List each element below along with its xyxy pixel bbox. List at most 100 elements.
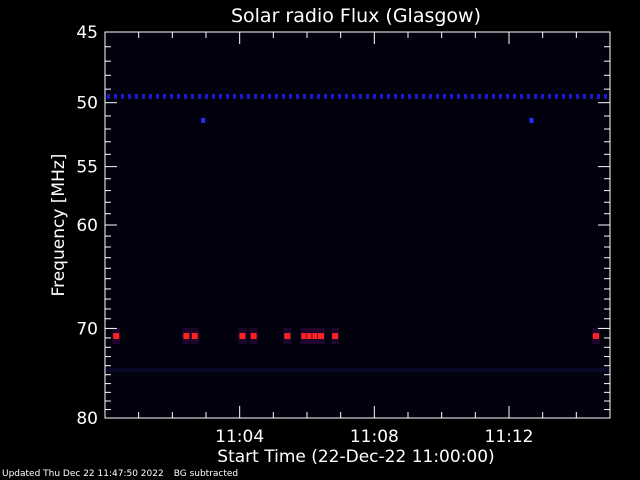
dash-segment [597,93,600,99]
dash-segment [226,93,229,99]
chart-title: Solar radio Flux (Glasgow) [231,5,481,27]
spectrogram-features [105,93,610,373]
x-axis: 11:04 11:08 11:12 [138,32,577,447]
dash-segment [149,93,152,99]
x-tick-label: 11:04 [215,427,264,447]
dash-segment [534,93,537,99]
dash-segment [506,93,509,99]
y-tick-label: 55 [76,158,98,178]
dash-segment [366,93,369,99]
dash-segment [583,93,586,99]
burst-spot [201,117,206,123]
dash-segment [576,93,579,99]
burst-spot [332,333,339,340]
dash-segment [569,93,572,99]
dash-segment [240,93,243,99]
dash-segment [604,93,607,99]
dash-segment [345,93,348,99]
dash-segment [408,93,411,99]
dash-segment [114,93,117,99]
dash-segment [492,93,495,99]
dash-segment [471,93,474,99]
dash-segment [429,93,432,99]
dash-segment [499,93,502,99]
y-axis: 45 50 55 60 70 80 [76,23,610,429]
dash-segment [177,93,180,99]
dash-segment [170,93,173,99]
dash-segment [513,93,516,99]
dash-segment [219,93,222,99]
dash-segment [275,93,278,99]
burst-spot [284,333,291,340]
dash-segment [548,93,551,99]
dash-segment [387,93,390,99]
burst-spot [301,333,308,340]
dash-segment [107,93,110,99]
plot-area [105,32,610,418]
burst-spot [239,333,246,340]
dash-segment [373,93,376,99]
y-axis-label: Frequency [MHz] [49,154,69,297]
dash-segment [128,93,131,99]
dash-segment [324,93,327,99]
dash-segment [282,93,285,99]
dash-segment [296,93,299,99]
y-tick-label: 80 [76,409,98,429]
dash-segment [527,93,530,99]
dash-segment [331,93,334,99]
dash-segment [457,93,460,99]
dash-segment [261,93,264,99]
dash-segment [555,93,558,99]
dash-segment [212,93,215,99]
y-tick-label: 70 [76,319,98,339]
dash-segment [422,93,425,99]
processing-mode: BG subtracted [173,469,239,479]
footer: Updated Thu Dec 22 11:47:50 2022 BG subtr… [2,469,248,479]
dash-segment [541,93,544,99]
x-tick-label: 11:12 [485,427,534,447]
update-timestamp: Updated Thu Dec 22 11:47:50 2022 [2,469,164,479]
y-tick-label: 50 [76,94,98,114]
dash-segment [163,93,166,99]
dash-segment [359,93,362,99]
dash-segment [450,93,453,99]
faint-band [105,368,610,373]
burst-spot [312,333,319,340]
x-tick-label: 11:08 [350,427,399,447]
dash-segment [205,93,208,99]
dash-segment [268,93,271,99]
dash-segment [254,93,257,99]
burst-spot [306,333,313,340]
dash-segment [317,93,320,99]
y-tick-label: 60 [76,216,98,236]
dash-segment [121,93,124,99]
burst-spot [113,333,120,340]
dash-segment [380,93,383,99]
burst-spot [592,333,599,340]
dash-segment [485,93,488,99]
dash-segment [233,93,236,99]
dash-segment [436,93,439,99]
dash-segment [191,93,194,99]
dash-segment [303,93,306,99]
dash-segment [443,93,446,99]
dash-segment [289,93,292,99]
y-tick-label: 45 [76,23,98,43]
dash-segment [247,93,250,99]
dash-segment [142,93,145,99]
burst-spot [191,333,198,340]
burst-spot [183,333,190,340]
dash-segment [394,93,397,99]
dash-segment [156,93,159,99]
dash-segment [401,93,404,99]
burst-spot [318,333,325,340]
dash-segment [464,93,467,99]
dash-segment [520,93,523,99]
dash-segment [184,93,187,99]
dash-segment [198,93,201,99]
dash-segment [415,93,418,99]
burst-spot [250,333,257,340]
x-axis-label: Start Time (22-Dec-22 11:00:00) [217,447,494,467]
dash-segment [562,93,565,99]
